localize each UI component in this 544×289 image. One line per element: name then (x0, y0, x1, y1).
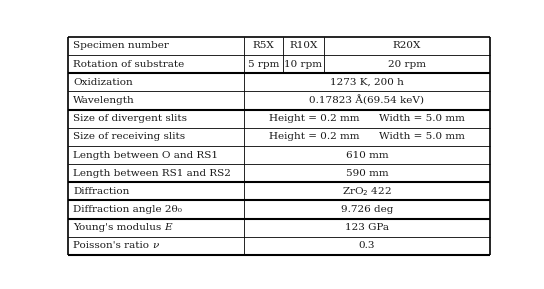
Text: 20 rpm: 20 rpm (388, 60, 426, 69)
Text: R10X: R10X (289, 42, 318, 51)
Text: ν: ν (152, 241, 158, 250)
Text: Length between RS1 and RS2: Length between RS1 and RS2 (73, 169, 231, 178)
Text: Wavelength: Wavelength (73, 96, 135, 105)
Text: 0.3: 0.3 (358, 241, 375, 250)
Text: R20X: R20X (393, 42, 421, 51)
Text: Rotation of substrate: Rotation of substrate (73, 60, 184, 69)
Text: 1273 K, 200 h: 1273 K, 200 h (330, 78, 404, 87)
Text: 10 rpm: 10 rpm (285, 60, 323, 69)
Text: Diffraction angle 2θ₀: Diffraction angle 2θ₀ (73, 205, 182, 214)
Text: 0.17823 Å(69.54 keV): 0.17823 Å(69.54 keV) (310, 95, 424, 106)
Text: 123 GPa: 123 GPa (345, 223, 389, 232)
Text: Young's modulus: Young's modulus (73, 223, 164, 232)
Text: ZrO$_2$ 422: ZrO$_2$ 422 (342, 185, 392, 198)
Text: Oxidization: Oxidization (73, 78, 133, 87)
Text: Specimen number: Specimen number (73, 42, 169, 51)
Text: Length between O and RS1: Length between O and RS1 (73, 151, 218, 160)
Text: E: E (164, 223, 172, 232)
Text: 5 rpm: 5 rpm (248, 60, 279, 69)
Text: Height = 0.2 mm      Width = 5.0 mm: Height = 0.2 mm Width = 5.0 mm (269, 132, 465, 141)
Text: Size of receiving slits: Size of receiving slits (73, 132, 185, 141)
Text: Diffraction: Diffraction (73, 187, 129, 196)
Text: Size of divergent slits: Size of divergent slits (73, 114, 187, 123)
Text: 610 mm: 610 mm (345, 151, 388, 160)
Text: R5X: R5X (253, 42, 275, 51)
Text: Poisson's ratio: Poisson's ratio (73, 241, 152, 250)
Text: 590 mm: 590 mm (345, 169, 388, 178)
Text: Height = 0.2 mm      Width = 5.0 mm: Height = 0.2 mm Width = 5.0 mm (269, 114, 465, 123)
Text: 9.726 deg: 9.726 deg (341, 205, 393, 214)
